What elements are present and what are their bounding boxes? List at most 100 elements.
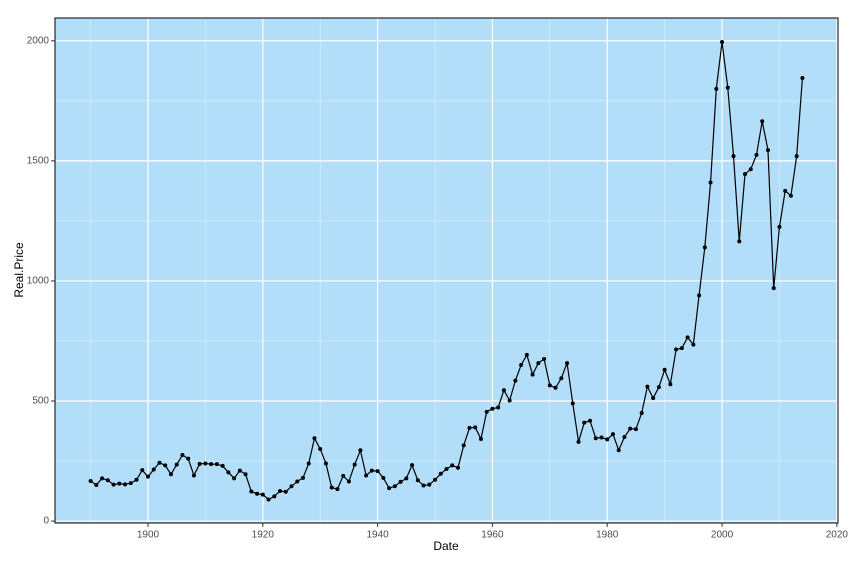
- point: [375, 469, 380, 474]
- point: [433, 477, 438, 482]
- y-tick-label: 1000: [27, 276, 50, 287]
- point: [788, 193, 793, 198]
- point: [398, 479, 403, 484]
- point: [702, 245, 707, 250]
- point: [725, 85, 730, 90]
- point: [645, 384, 650, 389]
- point: [731, 154, 736, 159]
- point: [410, 463, 415, 468]
- point: [633, 427, 638, 432]
- point: [168, 472, 173, 477]
- point: [559, 376, 564, 381]
- point: [226, 470, 231, 475]
- x-tick-label: 1900: [137, 530, 160, 541]
- y-axis-label: Real.Price: [12, 242, 26, 298]
- point: [140, 468, 145, 473]
- point: [174, 462, 179, 467]
- point: [455, 465, 460, 470]
- x-tick-label: 2020: [826, 530, 849, 541]
- point: [542, 356, 547, 361]
- point: [576, 439, 581, 444]
- point: [622, 435, 627, 440]
- point: [157, 460, 162, 465]
- point: [237, 468, 242, 473]
- point: [605, 437, 610, 442]
- point: [421, 483, 426, 488]
- point: [507, 398, 512, 403]
- point: [105, 478, 110, 483]
- point: [691, 342, 696, 347]
- point: [450, 463, 455, 468]
- point: [186, 456, 191, 461]
- point: [737, 239, 742, 244]
- point: [346, 479, 351, 484]
- point: [364, 473, 369, 478]
- point: [295, 479, 300, 484]
- point: [318, 447, 323, 452]
- point: [415, 478, 420, 483]
- y-tick-label: 1500: [27, 156, 50, 167]
- point: [553, 385, 558, 390]
- point: [232, 476, 237, 481]
- point: [639, 411, 644, 416]
- point: [685, 335, 690, 340]
- point: [369, 468, 374, 473]
- point: [524, 352, 529, 357]
- point: [352, 462, 357, 467]
- point: [582, 420, 587, 425]
- point: [714, 86, 719, 91]
- point: [588, 418, 593, 423]
- point: [145, 474, 150, 479]
- point: [765, 148, 770, 153]
- point: [754, 152, 759, 157]
- point: [197, 461, 202, 466]
- point: [214, 462, 219, 467]
- point: [117, 481, 122, 486]
- y-tick-label: 2000: [27, 35, 50, 46]
- point: [800, 76, 805, 81]
- point: [387, 486, 392, 491]
- point: [444, 466, 449, 471]
- point: [708, 180, 713, 185]
- point: [151, 467, 156, 472]
- point: [358, 448, 363, 453]
- point: [720, 40, 725, 45]
- point: [610, 432, 615, 437]
- point: [484, 409, 489, 414]
- point: [570, 401, 575, 406]
- point: [593, 436, 598, 441]
- point: [163, 463, 168, 468]
- y-tick-label: 500: [32, 396, 49, 407]
- point: [306, 461, 311, 466]
- point: [513, 378, 518, 383]
- point: [123, 482, 128, 487]
- point: [392, 484, 397, 489]
- point: [300, 475, 305, 480]
- plot-border: [54, 17, 839, 524]
- point: [662, 367, 667, 372]
- point: [220, 463, 225, 468]
- plot-background: [55, 18, 838, 523]
- point: [94, 483, 99, 488]
- point: [478, 436, 483, 441]
- point: [519, 362, 524, 367]
- x-tick-label: 1980: [596, 530, 619, 541]
- point: [656, 385, 661, 390]
- point: [312, 436, 317, 441]
- point: [128, 481, 133, 486]
- point: [272, 494, 277, 499]
- point: [467, 425, 472, 430]
- point: [473, 425, 478, 430]
- point: [547, 383, 552, 388]
- point: [191, 473, 196, 478]
- point: [180, 453, 185, 458]
- point: [651, 396, 656, 401]
- point: [777, 224, 782, 229]
- point: [335, 487, 340, 492]
- point: [490, 406, 495, 411]
- point: [278, 489, 283, 494]
- point: [599, 435, 604, 440]
- point: [203, 461, 208, 466]
- point: [289, 484, 294, 489]
